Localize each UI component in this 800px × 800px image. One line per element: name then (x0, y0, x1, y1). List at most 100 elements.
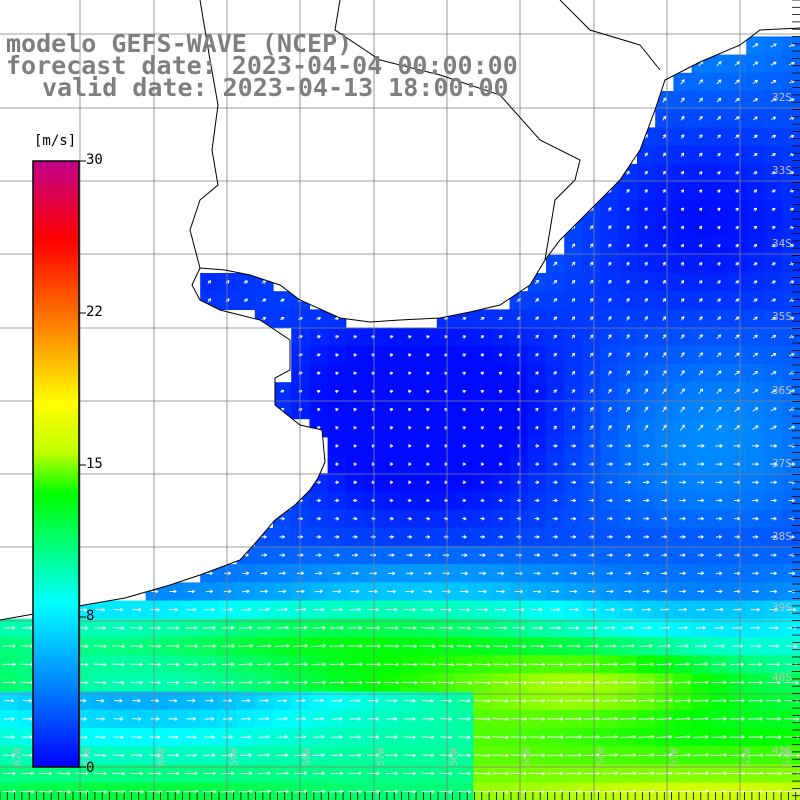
wind-arrow (771, 316, 777, 321)
wind-arrow (407, 480, 412, 485)
wind-arrow (770, 444, 778, 448)
wind-arrow (607, 352, 612, 358)
wind-arrow (770, 43, 777, 48)
wind-arrow (571, 425, 576, 430)
wind-arrow (462, 444, 466, 448)
wind-arrow (334, 407, 339, 412)
wind-arrow (462, 389, 466, 394)
wind-arrow (752, 43, 759, 48)
wind-arrow (717, 189, 721, 193)
wind-arrow (553, 334, 557, 339)
wind-arrow (626, 334, 630, 340)
wind-arrow (589, 425, 594, 431)
wind-arrow (680, 352, 685, 358)
wind-arrow (788, 389, 795, 393)
wind-arrow (570, 498, 577, 503)
wind-arrow (770, 480, 777, 485)
wind-arrow (279, 298, 285, 302)
latitude-label: 33S (772, 164, 792, 177)
wind-arrow (644, 261, 648, 266)
wind-arrow (407, 462, 412, 466)
wind-arrow (353, 371, 357, 376)
wind-arrow (770, 425, 777, 430)
wind-arrow (788, 425, 795, 430)
longitude-label: 52W (742, 747, 753, 766)
wind-arrow (334, 371, 339, 376)
wind-arrow (279, 316, 285, 321)
longitude-label: 51W (782, 747, 793, 766)
wind-arrow (753, 280, 758, 284)
wind-arrow (735, 280, 740, 284)
wind-arrow (679, 462, 687, 466)
wind-arrow (771, 298, 776, 302)
wind-arrow (552, 480, 558, 485)
wind-arrow (480, 444, 485, 448)
wind-arrow (535, 371, 539, 375)
wind-arrow (353, 480, 357, 485)
wind-arrow (662, 134, 667, 139)
wind-arrow (752, 352, 759, 357)
wind-arrow (570, 444, 576, 448)
wind-arrow (752, 407, 759, 412)
wind-arrow (389, 335, 394, 339)
wind-arrow (698, 424, 704, 431)
wind-arrow (480, 390, 485, 394)
wind-arrow (407, 371, 412, 376)
colorbar-unit: [m/s] (34, 133, 77, 149)
wind-arrow (753, 298, 758, 302)
wind-arrow (698, 406, 704, 413)
wind-arrow (425, 335, 430, 339)
wind-arrow (644, 424, 649, 431)
wind-arrow (207, 280, 212, 284)
wind-arrow (716, 134, 721, 139)
wind-arrow (734, 352, 740, 358)
wind-arrow (480, 317, 485, 321)
wind-arrow (498, 426, 503, 430)
wind-arrow (462, 426, 466, 430)
wind-arrow (752, 462, 759, 466)
wind-arrow (535, 334, 539, 339)
wind-arrow (680, 316, 685, 321)
wind-arrow (353, 335, 358, 339)
wind-arrow (770, 353, 777, 357)
colorbar-tick-label: 15 (86, 456, 103, 472)
wind-arrow (644, 170, 648, 175)
colorbar-gradient (32, 160, 80, 768)
wind-arrow (644, 298, 648, 303)
wind-arrow (753, 153, 758, 157)
wind-arrow (716, 388, 722, 394)
wind-arrow (462, 408, 466, 412)
wind-arrow (753, 244, 758, 248)
wind-arrow (426, 444, 430, 448)
wind-arrow (662, 352, 667, 358)
wind-arrow (770, 371, 777, 375)
wind-arrow (699, 280, 703, 284)
wind-arrow (571, 243, 576, 248)
wind-arrow (734, 334, 740, 339)
wind-arrow (698, 298, 703, 303)
longitude-label: 55W (522, 747, 533, 766)
wind-arrow (425, 389, 430, 394)
wind-arrow (626, 298, 630, 303)
wind-arrow (789, 244, 794, 248)
wind-arrow (680, 388, 685, 395)
wind-arrow (535, 389, 539, 394)
wind-arrow (717, 280, 721, 284)
wind-arrow (662, 424, 667, 431)
longitude-label: 60W (156, 747, 167, 766)
colorbar (32, 160, 86, 768)
longitude-label: 54W (596, 747, 607, 766)
wind-arrow (698, 115, 703, 121)
wind-arrow (553, 371, 557, 375)
wind-arrow (752, 389, 759, 394)
wind-arrow (735, 134, 740, 139)
wind-arrow (571, 298, 576, 303)
wind-arrow (662, 225, 666, 230)
wind-arrow (389, 480, 394, 485)
wind-arrow (334, 426, 339, 430)
wind-arrow (716, 116, 722, 121)
wind-arrow (662, 170, 666, 175)
wind-arrow (644, 388, 649, 395)
wind-arrow (717, 171, 721, 175)
wind-arrow (716, 370, 722, 376)
